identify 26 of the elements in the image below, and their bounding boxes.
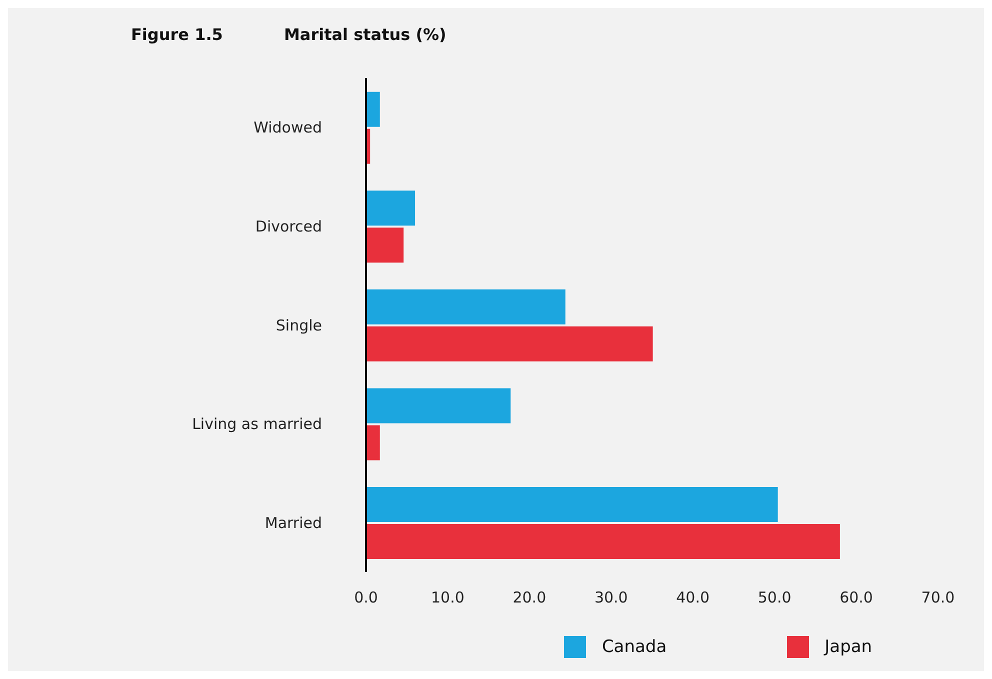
x-tick-label: 30.0 — [594, 588, 628, 607]
bar — [366, 92, 380, 127]
x-tick-label: 70.0 — [921, 588, 955, 607]
bar — [366, 228, 404, 263]
bar — [366, 425, 380, 460]
x-tick-label: 60.0 — [840, 588, 873, 607]
x-tick-label: 0.0 — [354, 588, 378, 607]
bar — [366, 326, 653, 362]
text: Figure 1.5 — [131, 25, 223, 44]
y-tick-label: Living as married — [192, 415, 322, 434]
y-tick-label: Divorced — [255, 218, 322, 236]
bar — [366, 388, 511, 424]
y-tick-label: Married — [264, 514, 322, 532]
legend-label: Japan — [824, 636, 872, 657]
bar — [366, 487, 778, 522]
chart-subtitle: Marital status (%) — [284, 25, 446, 44]
x-tick-label: 50.0 — [758, 588, 792, 607]
x-tick-label: 40.0 — [676, 588, 710, 607]
x-tick-label: 20.0 — [512, 588, 546, 607]
bar — [366, 190, 416, 226]
x-tick-label: 10.0 — [431, 588, 464, 607]
y-tick-label: Widowed — [254, 118, 322, 137]
bar — [366, 289, 566, 324]
bar — [366, 524, 840, 560]
legend-label: Canada — [602, 636, 667, 657]
y-tick-label: Single — [276, 316, 322, 334]
